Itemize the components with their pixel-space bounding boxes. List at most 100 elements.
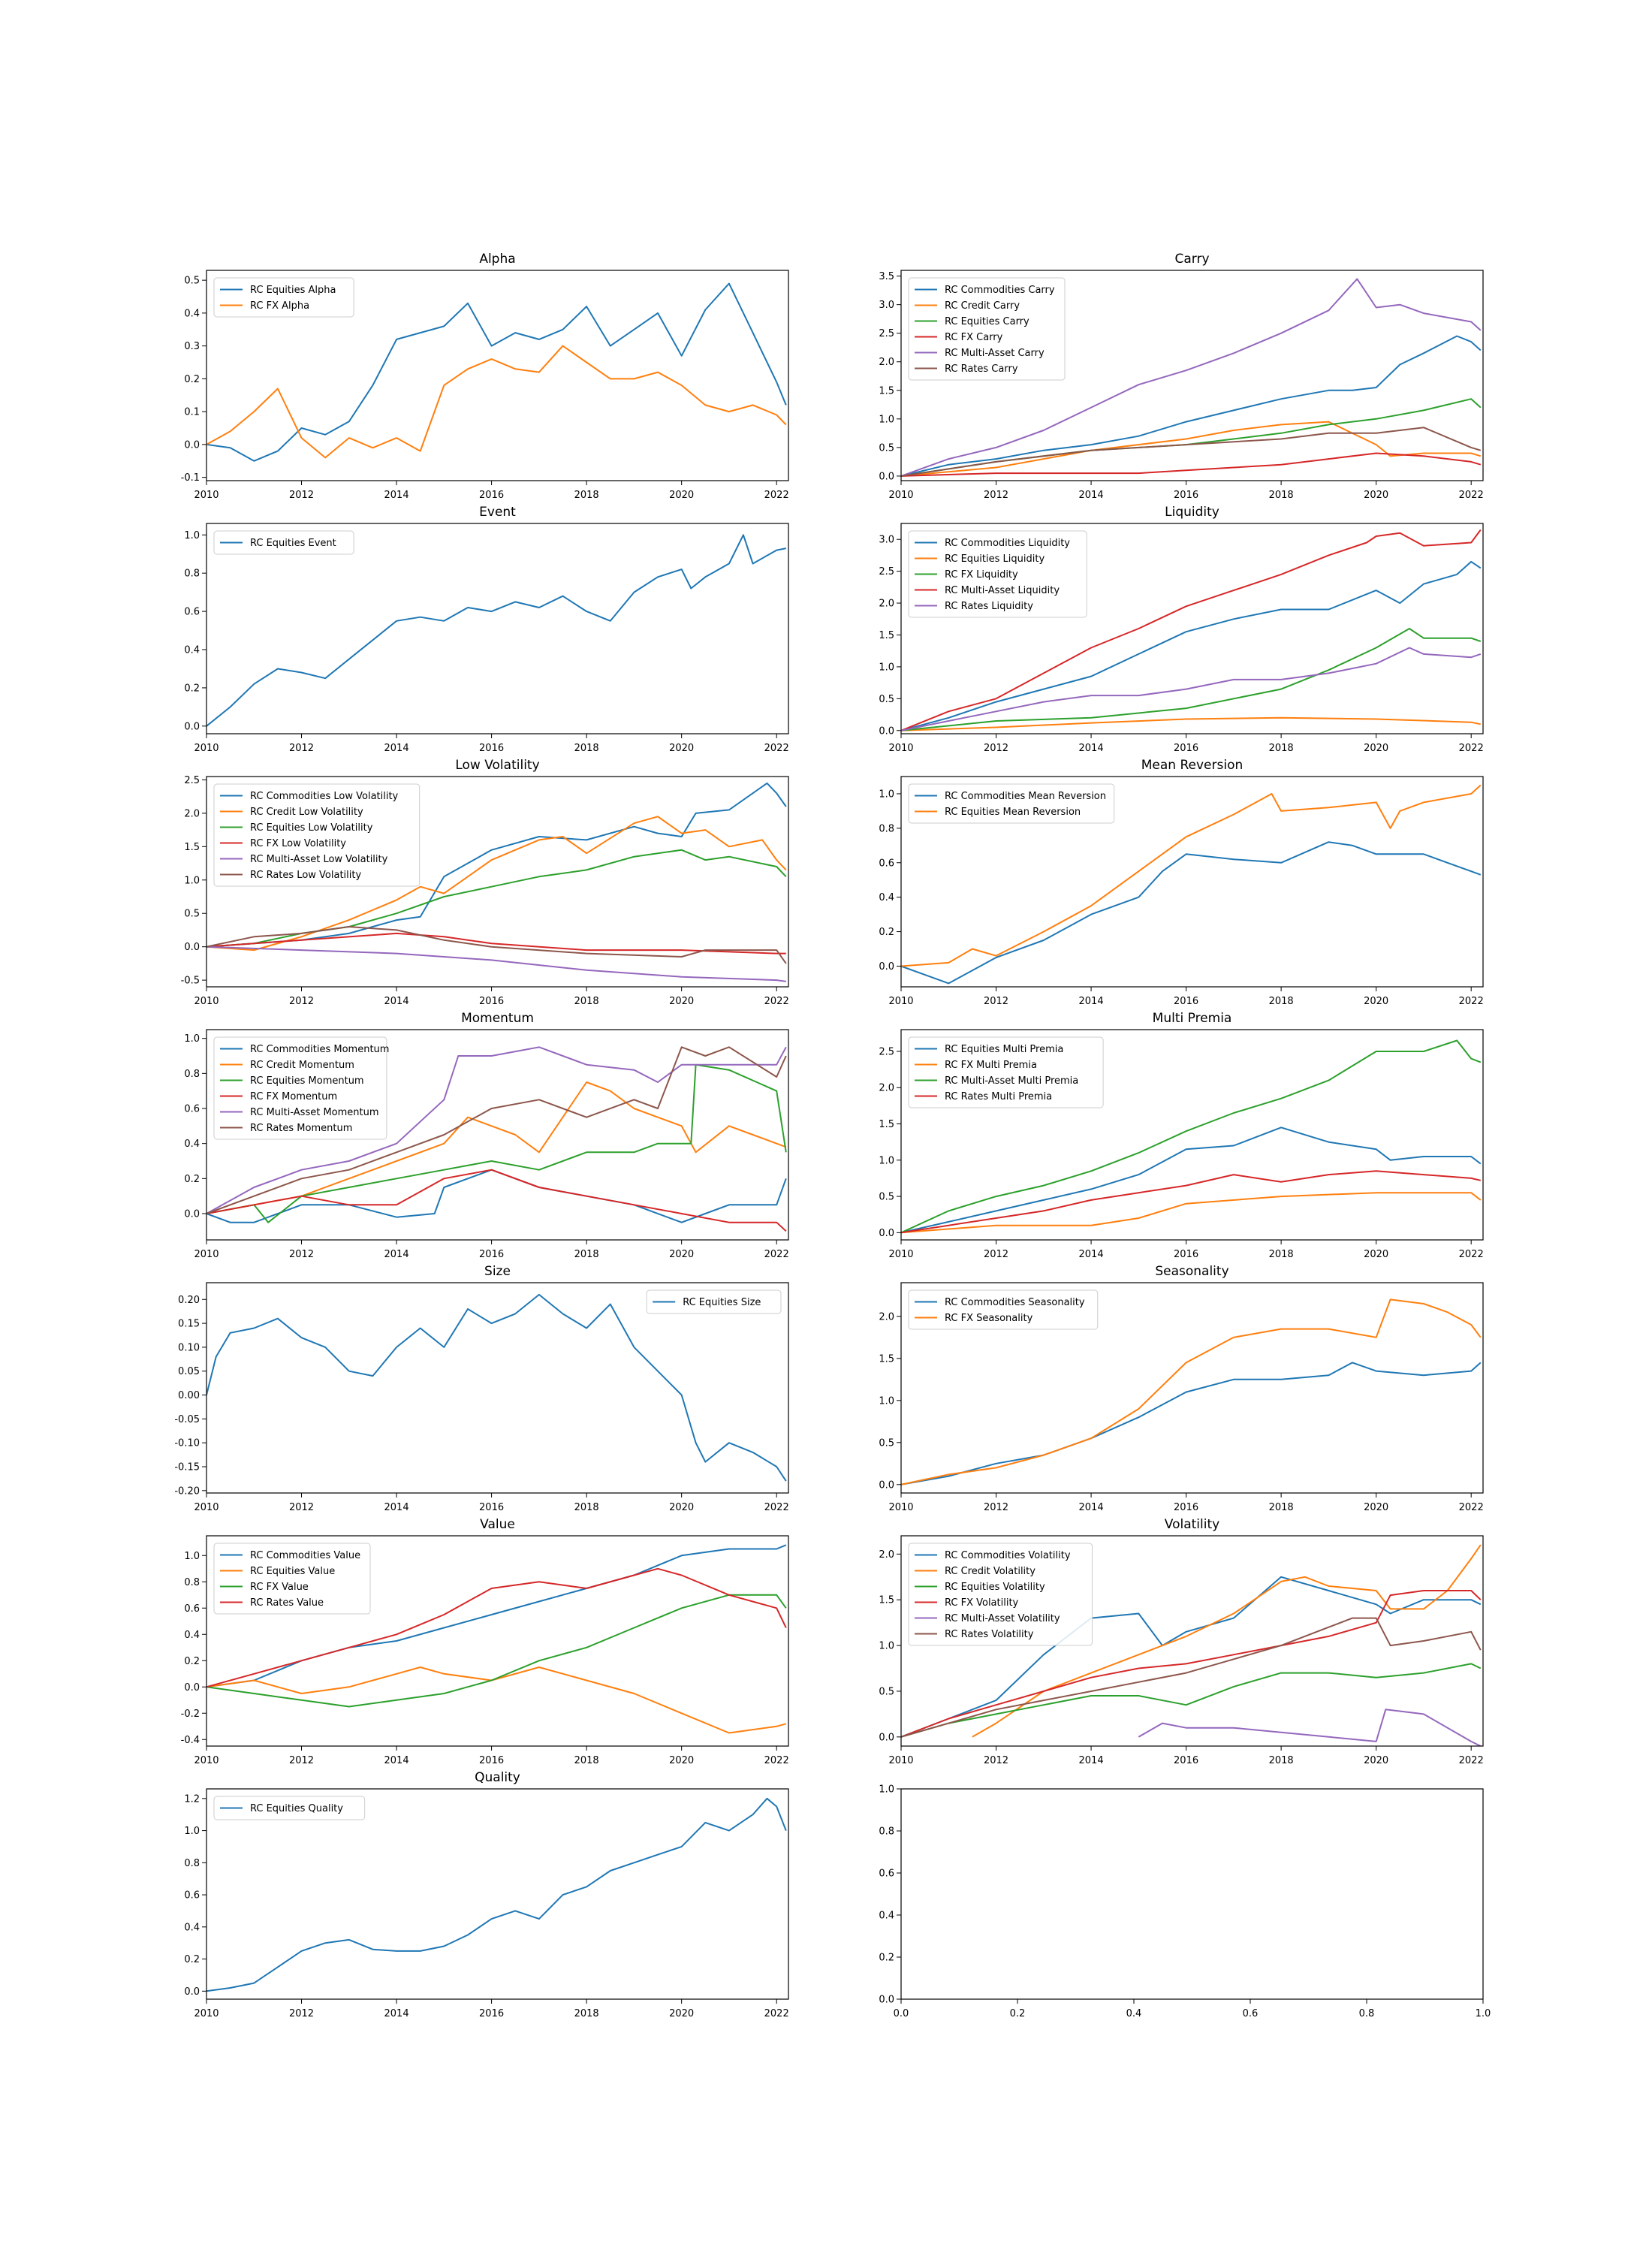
series-line-0: [206, 1169, 787, 1223]
x-tick-label: 2014: [1079, 743, 1104, 754]
chart-title: Value: [480, 1517, 515, 1532]
x-tick-label: 2014: [384, 490, 409, 501]
series-line-1: [206, 345, 787, 459]
x-tick-label: 2014: [384, 1755, 409, 1766]
x-tick-label: 2022: [764, 1755, 789, 1766]
y-tick-label: 2.0: [184, 808, 200, 819]
series-line-3: [901, 529, 1482, 731]
axes-frame: [206, 1029, 789, 1241]
x-tick-label: 2022: [764, 1249, 789, 1260]
x-tick-label: 2020: [1364, 1755, 1388, 1766]
y-tick-label: 0.6: [184, 607, 200, 618]
legend-box: [213, 1036, 387, 1140]
x-tick-label: 2010: [194, 996, 219, 1007]
x-tick-label: 2018: [574, 1249, 599, 1260]
chart-title: Multi Premia: [1153, 1011, 1232, 1026]
axes-frame: [206, 1535, 789, 1747]
y-tick-label: 0.0: [184, 1682, 200, 1694]
chart-panel-10: Value 2010 2012 2014 2016 2018 2020 2022 -0.4 -0.…: [181, 1517, 789, 1766]
x-tick-label: 2010: [194, 1755, 219, 1766]
y-tick-label: 1.0: [184, 875, 200, 886]
x-tick-label: 2022: [1459, 1755, 1484, 1766]
x-tick-label: 2018: [1269, 1249, 1294, 1260]
x-tick-label: 2020: [669, 1249, 694, 1260]
y-tick-label: 0.2: [879, 927, 894, 938]
x-tick-label: 2014: [1079, 490, 1104, 501]
y-tick-label: 0.5: [879, 1686, 894, 1697]
series-line-2: [206, 1063, 787, 1223]
x-tick-label: 0.8: [1359, 2008, 1375, 2019]
x-tick-label: 2016: [1174, 1502, 1198, 1513]
legend-label: RC FX Value: [250, 1582, 309, 1593]
series-line-3: [206, 1169, 787, 1232]
x-tick-label: 2012: [289, 490, 314, 501]
y-tick-label: 0.8: [879, 1826, 894, 1838]
series-line-3: [206, 932, 786, 955]
legend-label: RC Equities Carry: [945, 316, 1029, 327]
legend-label: RC Credit Carry: [945, 300, 1020, 312]
y-tick-label: 0.20: [178, 1295, 200, 1306]
legend-label: RC FX Low Volatility: [250, 838, 346, 849]
axes-frame: [900, 1788, 1484, 2000]
series-line-4: [901, 278, 1482, 477]
y-tick-label: 0.15: [178, 1319, 200, 1330]
legend: RC Commodities Liquidity RC Equities Liqu…: [908, 530, 1087, 618]
legend-box: [908, 1543, 1093, 1646]
legend-label: RC Rates Momentum: [250, 1123, 352, 1134]
y-tick-label: 0.4: [879, 1911, 894, 1922]
y-tick-label: 1.0: [879, 662, 894, 673]
y-tick-label: -0.4: [181, 1735, 200, 1746]
x-tick-label: 2018: [1269, 1502, 1294, 1513]
y-tick-label: 0.0: [879, 1732, 894, 1743]
series-line-1: [972, 1544, 1482, 1738]
y-tick-label: 0.4: [184, 645, 200, 656]
y-tick-label: 1.0: [879, 414, 894, 425]
x-tick-label: 2018: [574, 490, 599, 501]
x-tick-label: 2016: [479, 490, 504, 501]
axes-frame: [900, 1535, 1484, 1747]
y-tick-label: 0.8: [184, 1858, 200, 1869]
y-tick-label: -0.1: [181, 472, 200, 484]
chart-title: Event: [479, 505, 516, 520]
legend-label: RC Multi-Asset Carry: [945, 348, 1045, 359]
x-tick-label: 2012: [289, 1755, 314, 1766]
x-tick-label: 2014: [384, 1249, 409, 1260]
y-tick-label: 0.2: [879, 1953, 894, 1964]
x-tick-label: 2018: [574, 2008, 599, 2019]
axes-frame: [206, 776, 789, 988]
y-tick-label: 0.8: [184, 569, 200, 580]
x-tick-label: 2020: [1364, 743, 1388, 754]
y-tick-label: 1.0: [879, 1155, 894, 1166]
series-line-0: [206, 1797, 787, 1992]
legend-label: RC FX Carry: [945, 332, 1003, 343]
legend-label: RC Commodities Mean Reversion: [945, 791, 1106, 802]
series-line-0: [901, 1126, 1482, 1234]
x-tick-label: 2010: [194, 743, 219, 754]
y-tick-label: 0.4: [184, 1630, 200, 1641]
y-tick-label: 0.5: [879, 1192, 894, 1203]
chart-title: Quality: [475, 1770, 520, 1785]
y-tick-label: 0.0: [879, 1228, 894, 1239]
y-tick-label: 0.2: [184, 374, 200, 385]
x-tick-label: 1.0: [1476, 2008, 1491, 2019]
series-line-3: [901, 1170, 1482, 1234]
legend-label: RC FX Alpha: [250, 300, 309, 312]
x-tick-label: 2010: [194, 2008, 219, 2019]
x-tick-label: 2022: [1459, 996, 1484, 1007]
x-tick-label: 2014: [384, 2008, 409, 2019]
series-line-0: [206, 534, 786, 727]
y-tick-label: 2.5: [879, 566, 894, 578]
x-tick-label: 0.4: [1126, 2008, 1142, 2019]
series-line-1: [206, 1666, 787, 1734]
x-tick-label: 2014: [384, 743, 409, 754]
x-tick-label: 2010: [888, 1502, 913, 1513]
y-tick-label: 1.0: [184, 1033, 200, 1045]
x-tick-label: 2010: [888, 490, 913, 501]
axes-frame: [206, 523, 789, 734]
y-tick-label: 0.0: [184, 1986, 200, 1998]
x-tick-label: 2016: [479, 2008, 504, 2019]
x-tick-label: 2016: [479, 1755, 504, 1766]
legend-label: RC Commodities Volatility: [945, 1550, 1071, 1561]
x-tick-label: 2022: [764, 743, 789, 754]
